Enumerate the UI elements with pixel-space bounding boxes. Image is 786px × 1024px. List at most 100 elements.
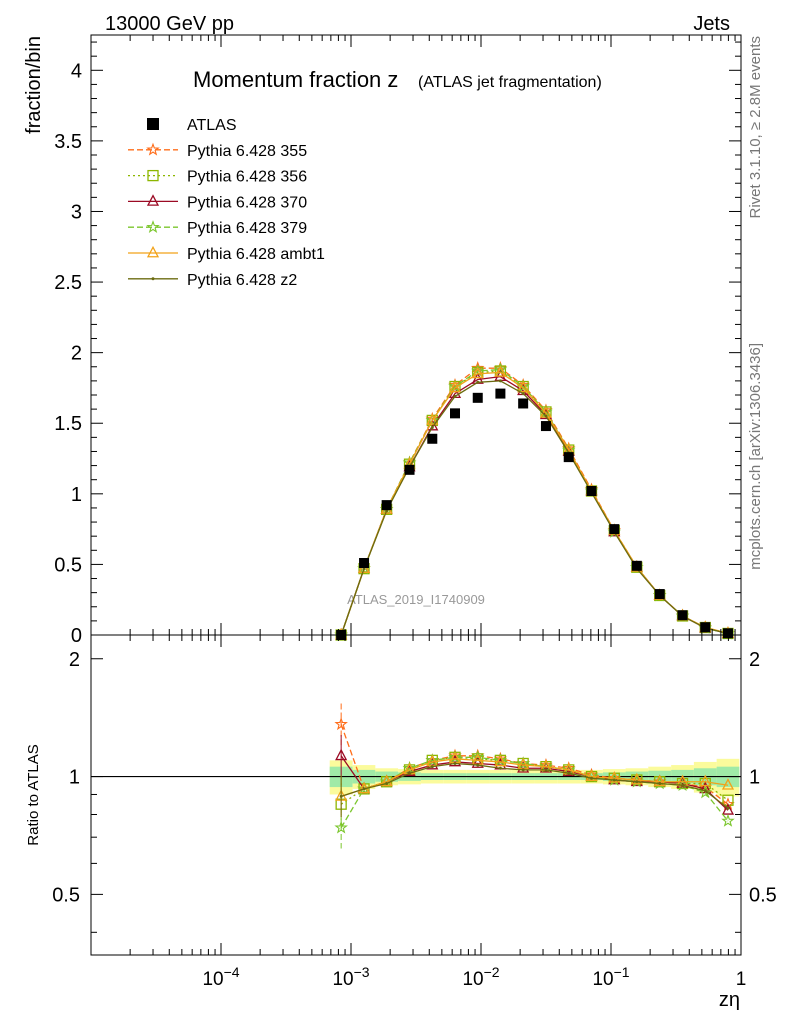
ratio-marker-4 — [630, 772, 643, 785]
atlas-data-point — [518, 398, 529, 409]
ratio-marker-4 — [608, 771, 621, 783]
legend-marker-0 — [146, 142, 160, 156]
series-marker-5 — [453, 394, 457, 398]
y-tick-label: 1 — [71, 484, 82, 506]
y-tick-label: 0 — [71, 625, 82, 647]
series-marker-5 — [430, 425, 434, 429]
x-tick-label: 10−3 — [332, 964, 369, 990]
legend-marker-2 — [146, 194, 160, 206]
ratio-marker-5 — [453, 761, 457, 765]
plot-title-main: Momentum fraction z — [193, 67, 398, 92]
ratio-marker-5 — [726, 806, 730, 810]
ratio-marker-4 — [380, 774, 393, 787]
ratio-marker-5 — [590, 776, 594, 780]
ratio-marker-3 — [493, 753, 508, 767]
legend-label-3: Pythia 6.428 379 — [187, 220, 307, 237]
atlas-data-point — [540, 421, 551, 432]
atlas-data-point — [586, 486, 597, 496]
atlas-data-point — [427, 433, 438, 444]
x-axis-title: zη — [719, 989, 740, 1011]
atlas-data-point — [495, 388, 506, 399]
source-url-label: mcplots.cern.ch [arXiv:1306.3436] — [747, 343, 764, 570]
atlas-data-point — [700, 622, 711, 633]
legend-label-5: Pythia 6.428 z2 — [187, 272, 297, 289]
ratio-marker-5 — [521, 768, 525, 772]
ratio-marker-3 — [721, 813, 735, 827]
ratio-y-tick-label-right: 0.5 — [749, 884, 777, 906]
legend-label-data: ATLAS — [187, 117, 237, 134]
ratio-marker-4 — [653, 774, 666, 787]
ratio-marker-4 — [721, 778, 735, 790]
series-marker-3 — [425, 413, 440, 427]
legend-label-1: Pythia 6.428 356 — [187, 169, 307, 186]
x-tick-label: 1 — [736, 969, 747, 990]
ratio-marker-0 — [493, 751, 508, 765]
ratio-marker-5 — [703, 789, 707, 793]
header-process-label: Jets — [693, 13, 730, 35]
ratio-marker-5 — [476, 763, 480, 767]
ratio-marker-4 — [699, 774, 712, 787]
ratio-line-0 — [340, 724, 729, 805]
ratio-marker-3 — [470, 750, 485, 764]
legend: ATLAS Pythia 6.428 355 Pythia 6.428 356 Pyt… — [128, 117, 325, 289]
ratio-marker-5 — [544, 768, 548, 772]
series-marker-4 — [448, 380, 462, 393]
analysis-watermark: ATLAS_2019_I1740909 — [347, 592, 485, 607]
legend-marker-1 — [147, 169, 159, 182]
ratio-marker-5 — [362, 787, 366, 791]
ratio-marker-5 — [658, 782, 662, 786]
legend-marker-5 — [151, 277, 155, 281]
series-marker-5 — [544, 414, 548, 418]
series-marker-5 — [521, 392, 525, 396]
ratio-marker-0 — [539, 757, 553, 771]
ratio-marker-3 — [425, 753, 440, 767]
ratio-marker-5 — [385, 782, 389, 786]
ratio-marker-5 — [635, 780, 639, 784]
ratio-marker-4 — [585, 769, 598, 781]
ratio-plot-frame — [90, 634, 742, 956]
atlas-data-point — [563, 452, 574, 463]
atlas-data-point — [404, 464, 415, 475]
x-tick-label: 10−2 — [462, 964, 499, 990]
ratio-marker-5 — [681, 783, 685, 787]
ratio-marker-5 — [498, 766, 502, 770]
ratio-marker-3 — [448, 750, 462, 764]
atlas-data-point — [359, 558, 370, 568]
ratio-marker-5 — [612, 778, 616, 782]
atlas-data-point — [677, 610, 688, 621]
atlas-data-point — [472, 392, 483, 403]
ratio-marker-3 — [516, 756, 530, 770]
series-marker-5 — [498, 379, 502, 383]
ratio-marker-2 — [471, 756, 484, 768]
ratio-y-tick-label: 2 — [69, 649, 80, 671]
ratio-marker-0 — [448, 748, 462, 762]
atlas-data-point — [381, 500, 392, 511]
rivet-version-label: Rivet 3.1.10, ≥ 2.8M events — [747, 36, 764, 219]
legend-marker-data — [147, 118, 159, 130]
header-energy-label: 13000 GeV pp — [105, 13, 234, 35]
x-tick-label: 10−4 — [202, 964, 239, 990]
series-marker-4 — [494, 365, 507, 377]
y-tick-label: 4 — [71, 60, 82, 82]
legend-label-4: Pythia 6.428 ambt1 — [187, 246, 325, 263]
y-tick-label: 1.5 — [54, 413, 82, 435]
series-marker-5 — [476, 380, 480, 384]
legend-marker-4 — [146, 245, 160, 258]
ratio-marker-5 — [430, 765, 434, 769]
ratio-marker-0 — [721, 797, 735, 810]
legend-label-2: Pythia 6.428 370 — [187, 194, 307, 211]
x-tick-label: 10−1 — [592, 964, 629, 990]
y-tick-label: 2 — [71, 343, 82, 365]
ratio-y-tick-label-right: 1 — [749, 767, 760, 789]
atlas-data-point — [654, 589, 665, 600]
ratio-y-axis-title: Ratio to ATLAS — [25, 744, 42, 845]
ratio-y-tick-label: 1 — [69, 767, 80, 789]
series-marker-4 — [517, 380, 530, 393]
plot-title-sub: (ATLAS jet fragmentation) — [418, 74, 602, 91]
legend-label-0: Pythia 6.428 355 — [187, 143, 307, 160]
ratio-line-5 — [340, 762, 729, 809]
legend-marker-3 — [146, 220, 160, 233]
atlas-data-point — [631, 560, 642, 571]
y-tick-label: 2.5 — [54, 272, 82, 294]
